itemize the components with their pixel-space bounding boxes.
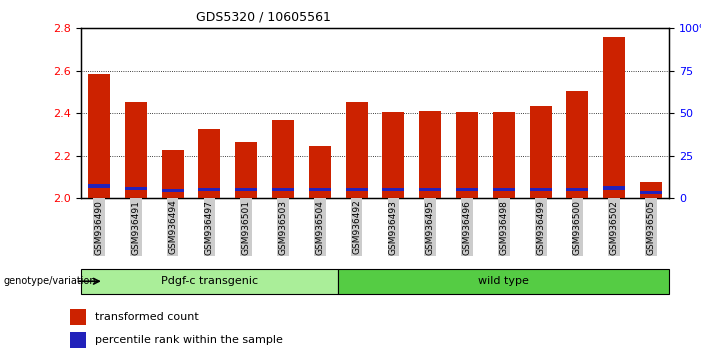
Text: GSM936500: GSM936500 xyxy=(573,200,582,255)
Bar xyxy=(346,188,367,191)
Bar xyxy=(125,102,147,198)
Text: GSM936504: GSM936504 xyxy=(315,200,325,255)
Bar xyxy=(70,332,86,348)
Bar xyxy=(640,190,662,194)
Bar xyxy=(198,129,221,198)
Bar xyxy=(419,111,442,198)
Bar xyxy=(161,150,184,198)
Text: wild type: wild type xyxy=(478,276,529,286)
Bar xyxy=(529,188,552,191)
Bar xyxy=(603,186,625,190)
Text: GSM936501: GSM936501 xyxy=(242,200,251,255)
Bar xyxy=(272,188,294,191)
Text: GSM936502: GSM936502 xyxy=(610,200,619,255)
Text: GSM936505: GSM936505 xyxy=(646,200,655,255)
Text: percentile rank within the sample: percentile rank within the sample xyxy=(95,335,283,346)
Bar xyxy=(308,146,331,198)
Bar xyxy=(346,102,367,198)
Text: GSM936490: GSM936490 xyxy=(95,200,104,255)
Bar xyxy=(338,269,669,294)
Bar xyxy=(161,189,184,192)
Bar xyxy=(308,188,331,192)
Bar xyxy=(640,182,662,198)
Bar xyxy=(383,112,404,198)
Text: GSM936499: GSM936499 xyxy=(536,200,545,255)
Text: GSM936503: GSM936503 xyxy=(278,200,287,255)
Bar xyxy=(493,112,515,198)
Text: Pdgf-c transgenic: Pdgf-c transgenic xyxy=(161,276,258,286)
Bar xyxy=(88,184,110,188)
Bar xyxy=(81,269,338,294)
Bar xyxy=(566,188,588,191)
Text: genotype/variation: genotype/variation xyxy=(4,276,96,286)
Text: GSM936494: GSM936494 xyxy=(168,200,177,255)
Bar xyxy=(236,142,257,198)
Text: GDS5320 / 10605561: GDS5320 / 10605561 xyxy=(196,11,331,24)
Bar xyxy=(529,106,552,198)
Bar xyxy=(70,309,86,325)
Bar xyxy=(603,37,625,198)
Bar xyxy=(493,188,515,192)
Text: GSM936497: GSM936497 xyxy=(205,200,214,255)
Bar xyxy=(383,188,404,192)
Bar xyxy=(125,187,147,190)
Text: GSM936498: GSM936498 xyxy=(499,200,508,255)
Bar xyxy=(566,91,588,198)
Bar xyxy=(456,188,478,192)
Text: transformed count: transformed count xyxy=(95,312,198,322)
Text: GSM936493: GSM936493 xyxy=(389,200,398,255)
Bar xyxy=(198,188,221,191)
Text: GSM936491: GSM936491 xyxy=(131,200,140,255)
Bar xyxy=(236,188,257,192)
Text: GSM936492: GSM936492 xyxy=(352,200,361,255)
Text: GSM936496: GSM936496 xyxy=(463,200,472,255)
Bar xyxy=(88,74,110,198)
Bar xyxy=(456,112,478,198)
Bar xyxy=(419,188,442,192)
Text: GSM936495: GSM936495 xyxy=(426,200,435,255)
Bar xyxy=(272,120,294,198)
